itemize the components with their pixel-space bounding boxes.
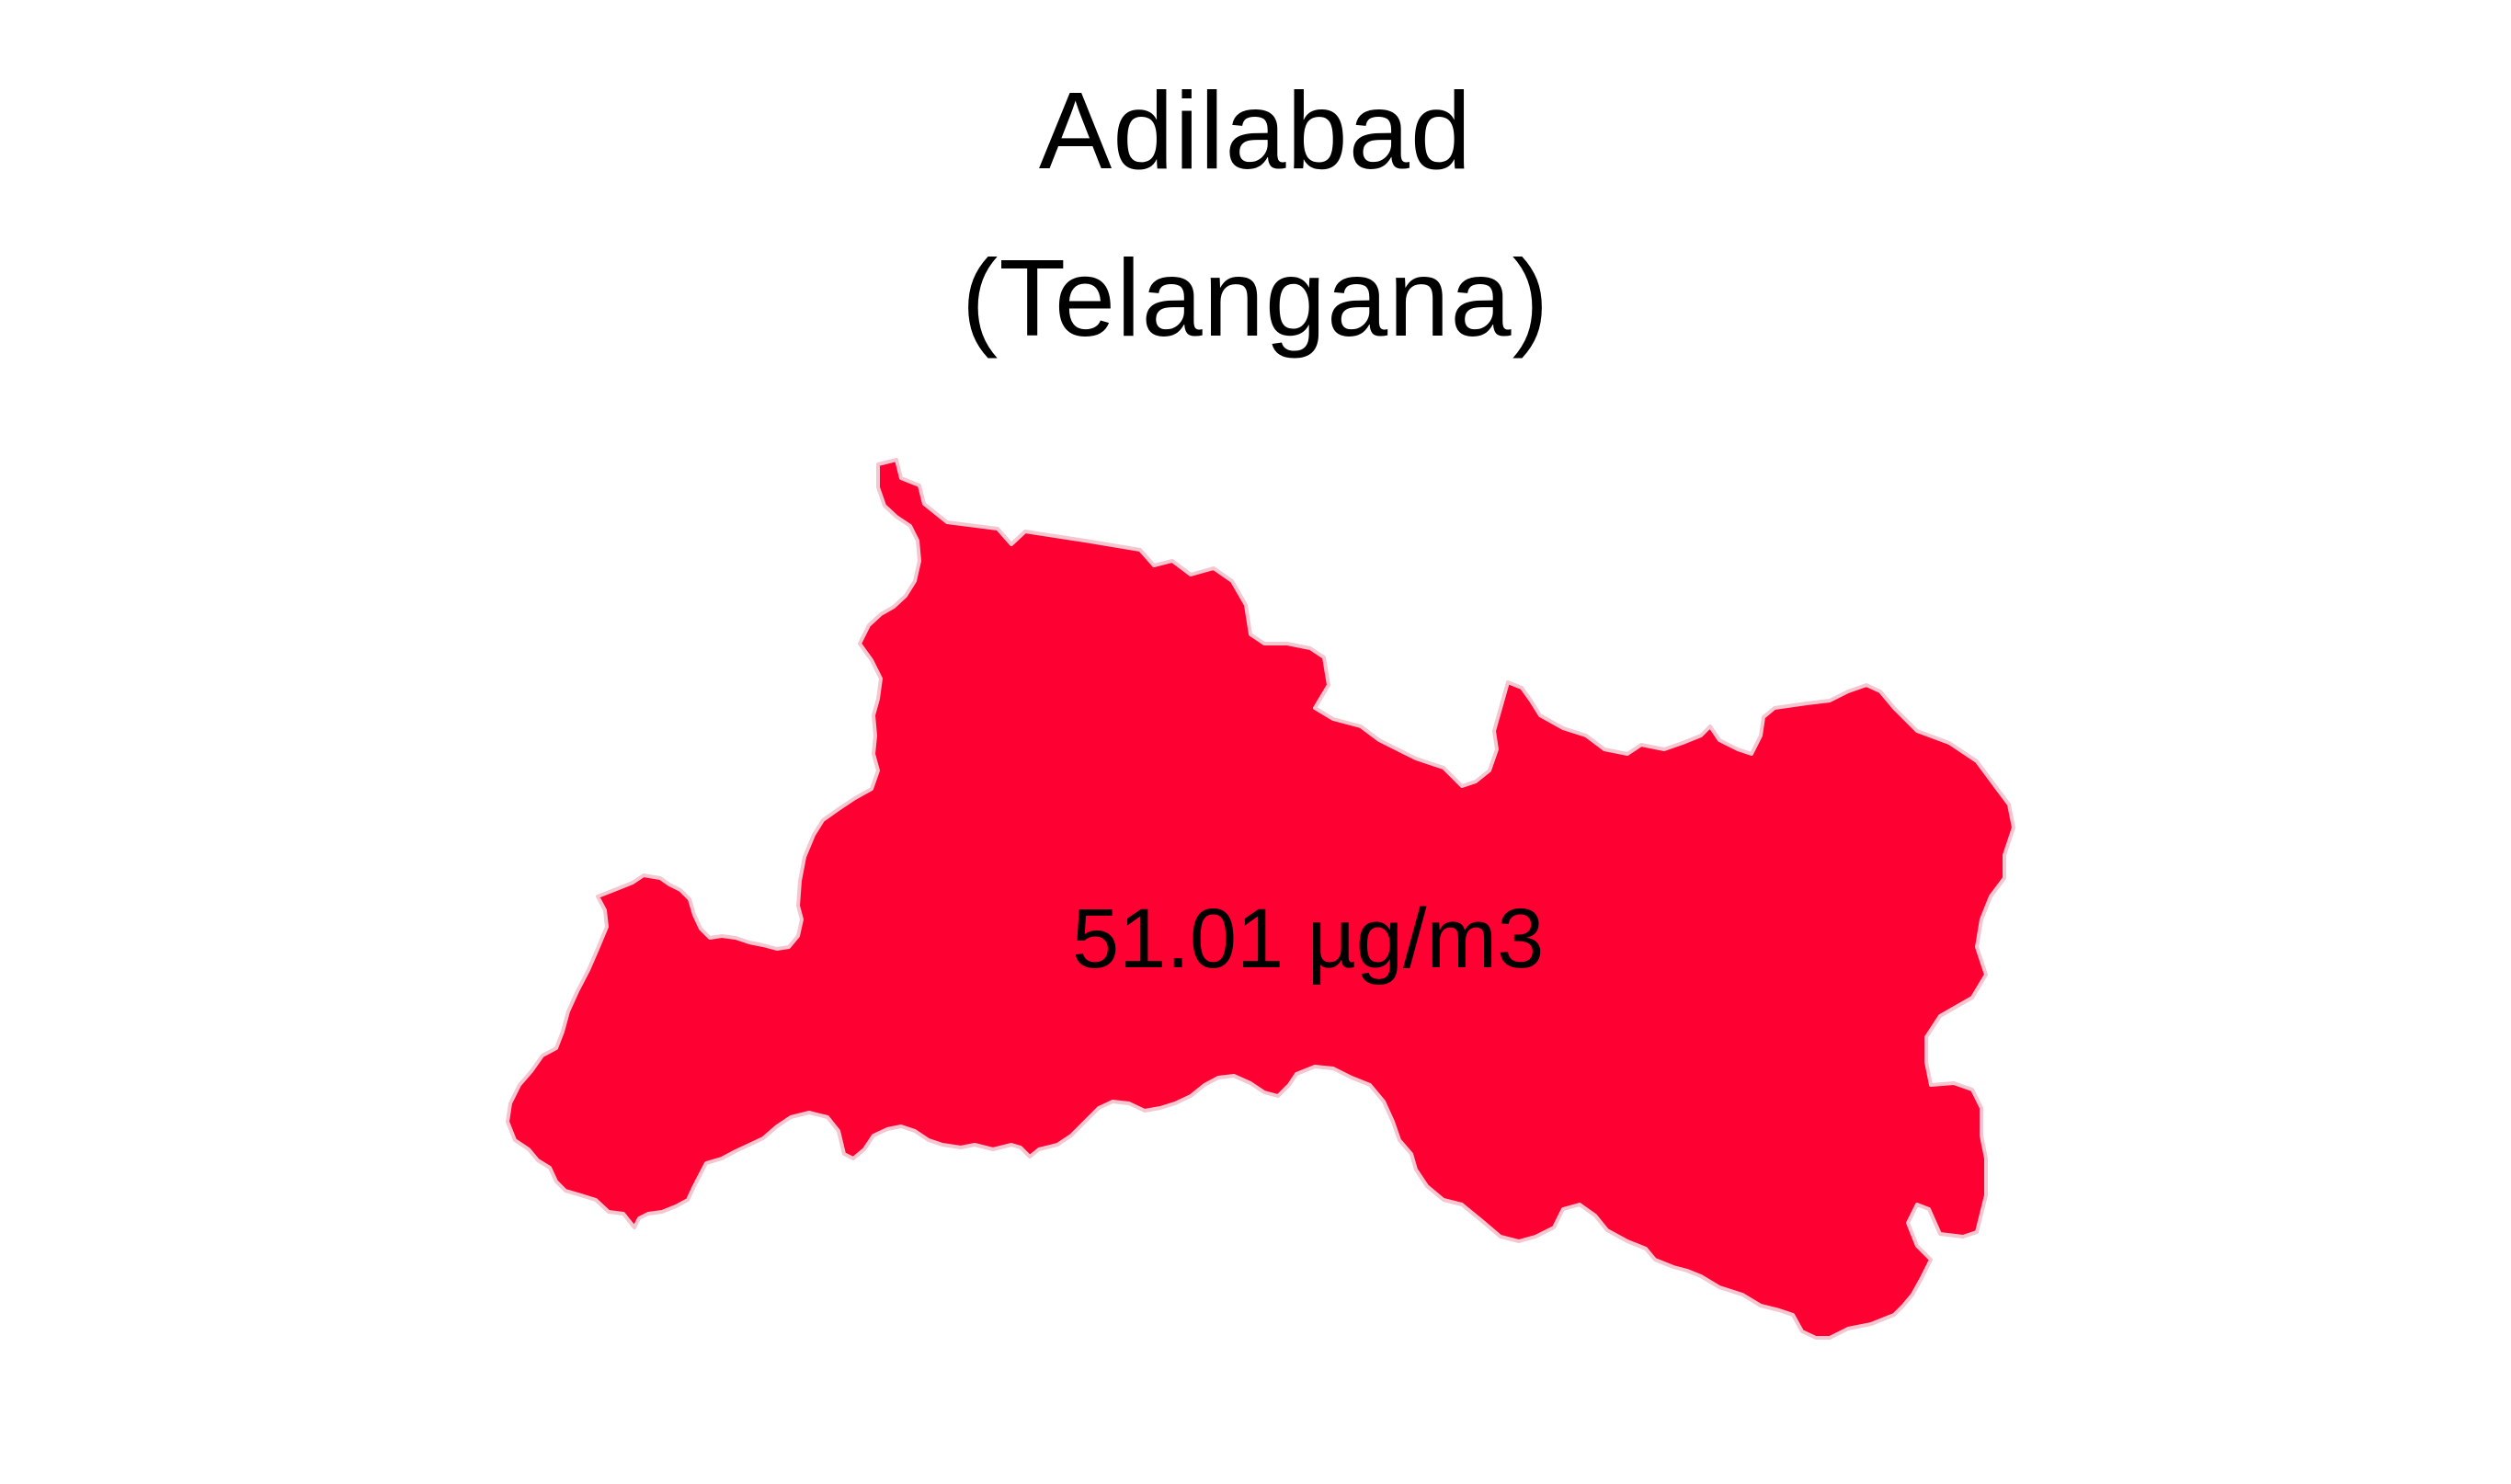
map-title: Adilabad (Telangana) (0, 48, 2511, 382)
district-name: Adilabad (1038, 70, 1473, 192)
district-region-shape (506, 458, 2015, 1340)
state-name: (Telangana) (961, 237, 1550, 360)
pollution-value-label: 51.01 µg/m3 (1072, 892, 1545, 986)
